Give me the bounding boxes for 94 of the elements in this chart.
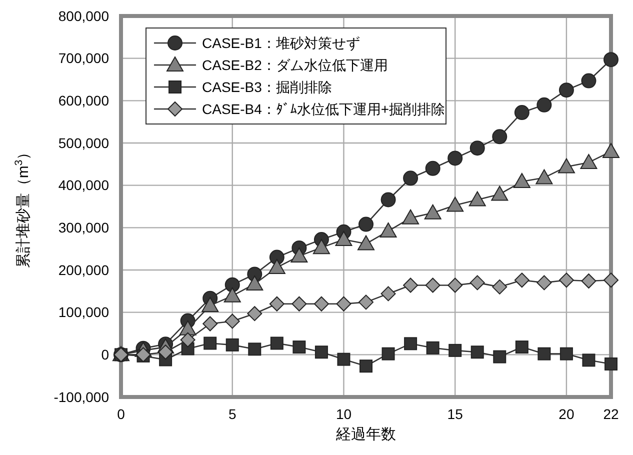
x-tick-label: 15 bbox=[447, 406, 464, 422]
point bbox=[604, 272, 618, 288]
point bbox=[380, 222, 397, 238]
point bbox=[604, 52, 618, 68]
point bbox=[581, 73, 596, 88]
point bbox=[314, 346, 328, 359]
point bbox=[380, 286, 396, 302]
point bbox=[558, 82, 574, 98]
y-tick-label: 200,000 bbox=[58, 262, 110, 278]
point bbox=[581, 274, 596, 289]
point bbox=[602, 142, 620, 158]
y-tick-label: 300,000 bbox=[58, 220, 110, 236]
point bbox=[580, 154, 598, 169]
point bbox=[538, 347, 551, 360]
point bbox=[246, 275, 264, 290]
legend-label: CASE-B3：掘削排除 bbox=[202, 78, 332, 95]
point bbox=[335, 231, 352, 246]
point bbox=[536, 275, 552, 290]
point bbox=[470, 275, 485, 290]
point bbox=[515, 340, 528, 354]
y-tick-label: 600,000 bbox=[58, 92, 110, 109]
point bbox=[358, 216, 374, 232]
point bbox=[179, 320, 196, 336]
x-tick-label: 0 bbox=[117, 406, 126, 422]
x-tick-label: 5 bbox=[228, 406, 236, 422]
y-tick-label: 500,000 bbox=[58, 134, 110, 151]
point bbox=[403, 278, 418, 293]
point bbox=[448, 150, 463, 166]
point bbox=[425, 278, 440, 293]
point bbox=[558, 158, 575, 174]
point bbox=[224, 287, 241, 302]
point bbox=[290, 248, 308, 263]
point bbox=[226, 338, 239, 352]
point bbox=[224, 314, 240, 329]
point bbox=[514, 272, 530, 288]
legend-label: CASE-B2：ダム水位低下運用 bbox=[202, 56, 388, 73]
y-tick-label: 700,000 bbox=[58, 50, 110, 66]
point bbox=[314, 296, 329, 312]
point bbox=[493, 350, 506, 364]
legend-label: CASE-B1：堆砂対策せず bbox=[202, 34, 360, 51]
x-axis-title: 経過年数 bbox=[335, 426, 396, 443]
point bbox=[514, 105, 530, 120]
point bbox=[358, 294, 374, 310]
point bbox=[536, 97, 552, 112]
point bbox=[426, 341, 440, 354]
point bbox=[180, 332, 196, 348]
point bbox=[446, 196, 464, 212]
x-tick-label: 22 bbox=[603, 406, 619, 422]
point bbox=[269, 296, 284, 312]
point bbox=[468, 191, 486, 206]
point bbox=[558, 272, 574, 288]
point bbox=[204, 336, 217, 350]
point bbox=[470, 346, 484, 359]
point bbox=[560, 347, 573, 360]
point bbox=[292, 296, 307, 312]
point bbox=[158, 344, 174, 360]
point bbox=[582, 354, 596, 367]
y-tick-label: 400,000 bbox=[58, 177, 110, 194]
y-tick-label: -100,000 bbox=[54, 388, 110, 405]
y-tick-label: 800,000 bbox=[58, 8, 110, 24]
point bbox=[536, 169, 553, 184]
x-tick-label: 10 bbox=[336, 406, 352, 422]
point bbox=[604, 357, 618, 370]
point bbox=[448, 344, 462, 357]
point bbox=[402, 209, 420, 224]
point bbox=[425, 160, 440, 176]
point bbox=[470, 140, 485, 156]
point bbox=[358, 235, 374, 250]
point bbox=[403, 170, 418, 186]
point bbox=[492, 279, 508, 294]
point bbox=[224, 277, 240, 292]
point bbox=[270, 336, 284, 350]
point bbox=[424, 204, 442, 220]
point bbox=[202, 316, 218, 332]
point bbox=[248, 342, 262, 356]
point bbox=[513, 173, 530, 188]
y-tick-label: 100,000 bbox=[58, 304, 110, 320]
point bbox=[202, 297, 219, 312]
point bbox=[312, 239, 330, 254]
point bbox=[404, 337, 418, 350]
point bbox=[336, 296, 352, 312]
point bbox=[268, 258, 286, 274]
y-tick-label: 0 bbox=[101, 346, 110, 363]
x-tick-label: 20 bbox=[558, 406, 574, 422]
point bbox=[491, 186, 508, 201]
point bbox=[337, 352, 350, 366]
point bbox=[247, 306, 262, 322]
point bbox=[492, 129, 508, 144]
point bbox=[380, 192, 396, 208]
point bbox=[292, 340, 306, 354]
point bbox=[360, 360, 372, 373]
point bbox=[448, 278, 463, 293]
legend-label: CASE-B4：ﾀﾞﾑ水位低下運用+掘削排除 bbox=[202, 100, 446, 117]
point bbox=[382, 347, 395, 360]
